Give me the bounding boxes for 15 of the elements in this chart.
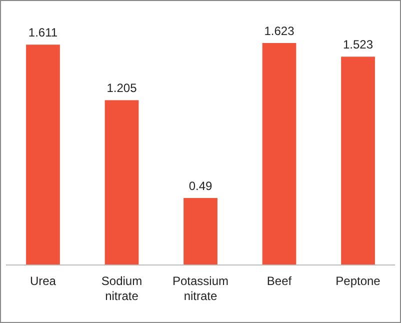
x-tick-label: Beef [266, 274, 292, 288]
x-tick-label: Peptone [336, 274, 381, 288]
bar [26, 44, 60, 265]
data-label: 1.523 [343, 38, 374, 52]
data-label: 0.49 [188, 178, 212, 193]
data-label: 1.623 [264, 24, 295, 38]
x-tick-label: Sodium nitrate [101, 274, 142, 303]
bar [104, 100, 139, 265]
bar [341, 56, 375, 265]
data-label: 1.205 [106, 81, 138, 96]
x-tick-label: Potassium nitrate [172, 274, 229, 303]
bar [262, 43, 296, 265]
x-tick-label: Urea [30, 274, 56, 288]
data-label: 1.611 [28, 26, 58, 40]
bar [184, 198, 218, 265]
